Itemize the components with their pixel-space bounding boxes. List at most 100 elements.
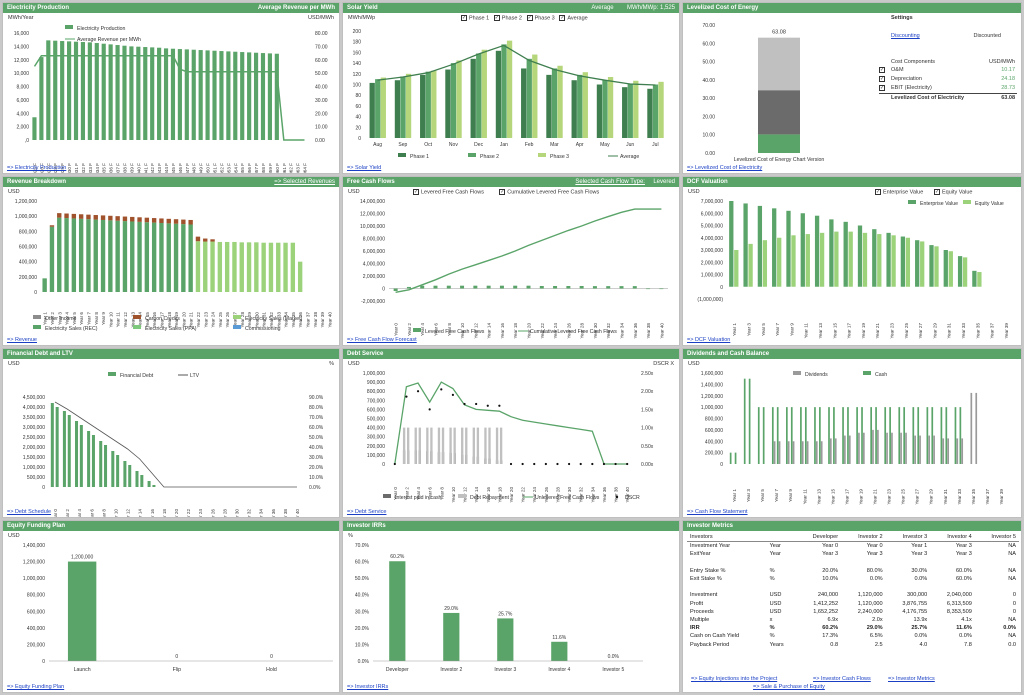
bar-dividends: [956, 438, 959, 464]
checkbox-average[interactable]: ✓: [559, 15, 566, 21]
chart-dividends: 1,600,000 1,400,000 1,200,000 1,000,000 800,…: [701, 371, 1004, 505]
y-tick-label: 180: [353, 40, 362, 46]
bar-production: [163, 48, 169, 140]
link-electricity-production[interactable]: => Electricity Production: [7, 165, 67, 171]
x-tick-label: Year 35: [971, 489, 976, 505]
link-sale-purchase-equity[interactable]: => Sale & Purchase of Equity: [753, 684, 825, 690]
panel-title: Investor IRRs: [347, 523, 386, 529]
legend-swatch: [133, 325, 141, 329]
y-tick-label: 200,000: [705, 451, 723, 457]
bar-production: [122, 45, 127, 140]
y-tick-label: 0: [720, 285, 723, 291]
bar-cash: [870, 407, 872, 464]
table-cell: 10.0%: [822, 576, 839, 582]
y-tick-label: 100,000: [367, 453, 385, 459]
x-tick-label: Year 1: [43, 312, 48, 326]
bar-production: [108, 44, 113, 140]
dscr-point: [416, 390, 420, 393]
bar-phase-1: [369, 82, 375, 138]
checkbox-cumulative-fcf[interactable]: ✓: [499, 189, 506, 195]
link-fcf-forecast[interactable]: => Free Cash Flow Forecast: [347, 337, 417, 343]
link-lcoe[interactable]: => Levelized Cost of Electricity: [687, 165, 763, 171]
bar-revenue: [137, 221, 142, 292]
chart-revenue-breakdown: 1,200,000 1,000,000 800,000 600,000 400,000 2…: [15, 199, 333, 332]
y2-tick-label: 0.00x: [641, 462, 654, 468]
bar-production: [247, 52, 252, 140]
checkbox-label: Phase 1: [469, 15, 490, 22]
table-cell: 7.8: [964, 641, 972, 648]
link-cash-flow-statement[interactable]: => Cash Flow Statement: [687, 509, 748, 515]
checkbox-phase-3[interactable]: ✓: [526, 15, 533, 21]
link-debt-service[interactable]: => Debt Service: [347, 509, 387, 515]
bar-valuation: [734, 250, 739, 287]
y-tick-label: 30.00: [702, 96, 715, 102]
checkbox-depreciation[interactable]: ✓: [879, 76, 885, 82]
bar-valuation: [743, 203, 748, 287]
link-revenue[interactable]: => Revenue: [7, 337, 37, 343]
table-cell: Year 3: [955, 551, 972, 558]
table-cell: [841, 559, 886, 567]
bar-cash: [729, 452, 732, 464]
y-tick-label: 900,000: [367, 380, 385, 386]
bar-production: [39, 57, 44, 141]
bar-valuation: [877, 234, 882, 287]
legend-label: Phase 2: [480, 154, 499, 160]
bar-revenue: [276, 242, 281, 292]
checkbox-phase-2[interactable]: ✓: [493, 15, 500, 21]
x-tick-label: Aug: [373, 142, 382, 148]
y-tick-label: 10.00: [702, 133, 715, 139]
bar-cash: [926, 407, 929, 464]
table-cell: %: [769, 633, 775, 640]
bar-debt-repayment: [407, 427, 410, 464]
checkbox-ebit[interactable]: ✓: [879, 85, 885, 91]
discounted-value[interactable]: Discounted: [973, 33, 1001, 39]
cash-flow-type-value[interactable]: Levered: [653, 179, 675, 185]
panel-free-cash-flows: Free Cash Flows Selected Cash Flow Type: …: [342, 176, 680, 346]
cash-flow-type-link[interactable]: Selected Cash Flow Type:: [575, 179, 645, 185]
legend-label: Enterprise Value: [920, 201, 958, 207]
table-cell: 60.2%: [822, 625, 839, 632]
discounting-link[interactable]: Discounting: [891, 33, 920, 39]
x-tick-label: Year 37: [990, 323, 995, 339]
link-investor-metrics[interactable]: => Investor Metrics: [888, 676, 935, 682]
link-investor-cash-flows[interactable]: => Investor Cash Flows: [813, 676, 871, 682]
table-cell: Years: [769, 641, 784, 648]
y-tick-label: 70.0%: [355, 543, 370, 549]
link-equity-injections[interactable]: => Equity Injections into the Project: [691, 676, 778, 682]
y-tick-label: 4,500,000: [23, 395, 45, 401]
dscr-point: [509, 462, 513, 466]
y-tick-label: 2,500,000: [23, 435, 45, 441]
y2-tick-label: 10.0%: [309, 475, 324, 481]
bar-debt-repayment: [461, 427, 464, 464]
x-tick-label: Year 27: [918, 323, 923, 339]
table-cell: [841, 583, 886, 591]
x-tick-label: Year 34: [284, 312, 289, 328]
x-tick-label: Year 23: [203, 312, 208, 328]
checkbox-enterprise-value[interactable]: ✓: [875, 189, 881, 195]
bar-phase-2: [652, 84, 659, 138]
link-debt-schedule[interactable]: => Debt Schedule: [7, 509, 52, 515]
legend-label: LTV: [190, 373, 200, 379]
link-dcf-valuation[interactable]: => DCF Valuation: [687, 337, 731, 343]
legend-swatch: [908, 200, 916, 204]
bar-revenue: [188, 224, 193, 292]
y-tick-label: 0: [42, 485, 45, 491]
x-tick-label: Year 9: [101, 312, 106, 326]
checkbox-phase-1[interactable]: ✓: [461, 15, 467, 21]
checkbox-om[interactable]: ✓: [879, 67, 885, 73]
x-tick-label: 2049 F: [199, 163, 204, 174]
bar-dividends: [961, 438, 964, 464]
checkbox-equity-value[interactable]: ✓: [933, 189, 940, 195]
link-solar-yield[interactable]: => Solar Yield: [347, 165, 382, 171]
bar-production: [32, 117, 37, 140]
bar-debt-repayment: [495, 427, 499, 464]
link-investor-irrs[interactable]: => Investor IRRs: [347, 684, 389, 690]
table-cell: NA: [1008, 543, 1016, 550]
checkbox-levered-fcf[interactable]: ✓: [413, 189, 419, 195]
selected-revenues-link[interactable]: => Selected Revenues: [274, 179, 335, 185]
bar-production: [73, 41, 79, 140]
bar-cash: [875, 407, 877, 464]
table-cell: 0: [1012, 592, 1016, 599]
bar-revenue: [203, 241, 208, 292]
link-equity-funding[interactable]: => Equity Funding Plan: [7, 684, 65, 690]
